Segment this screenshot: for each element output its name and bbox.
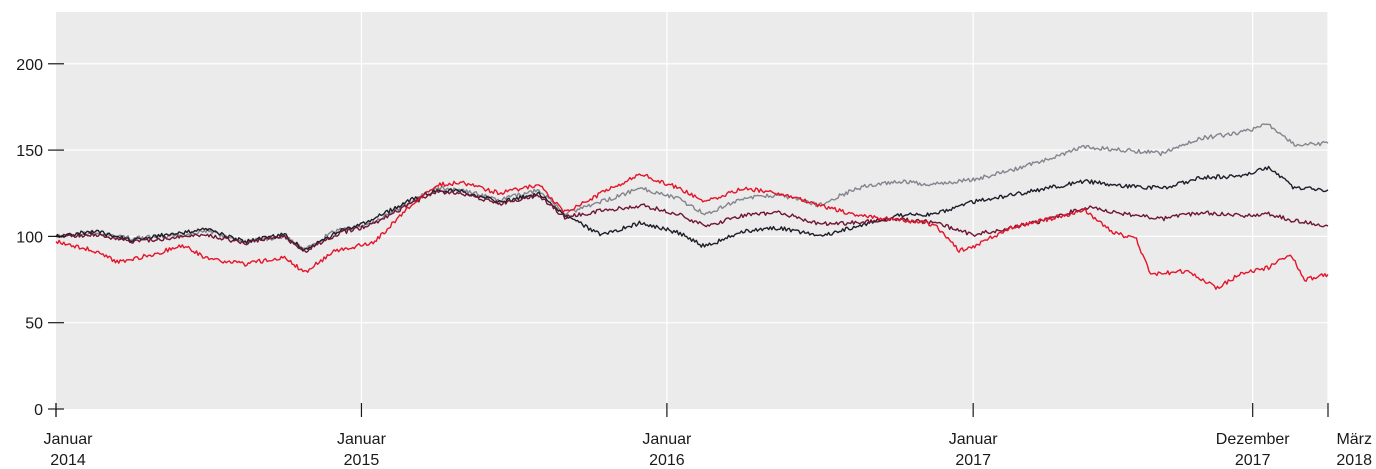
x-tick-label-line2: 2014	[50, 452, 86, 469]
x-tick-label-line1: Januar	[44, 431, 94, 448]
x-tick-label-line1: Januar	[949, 431, 999, 448]
x-tick-label-line1: Januar	[337, 431, 387, 448]
series-line-3	[55, 189, 1329, 253]
x-tick-label-line2: 2017	[955, 452, 991, 469]
y-axis: 0 50 100 150 200	[16, 57, 64, 419]
plot-background	[56, 12, 1328, 409]
x-tick-label-line2: 2017	[1235, 452, 1271, 469]
series-line-4	[55, 173, 1329, 290]
x-tick-label-line2: 2015	[344, 452, 380, 469]
y-tick-label: 100	[16, 229, 43, 246]
x-tick-label-line2: 2018	[1336, 452, 1372, 469]
y-tick-label: 50	[25, 316, 43, 333]
y-tick-label: 0	[34, 402, 43, 419]
series-line-1	[55, 123, 1329, 250]
x-axis: Januar 2014 Januar 2015 Januar 2016 Januar 2017…	[44, 403, 1372, 469]
x-tick-label-line1: März	[1336, 431, 1372, 448]
x-tick-label-line2: 2016	[649, 452, 685, 469]
y-tick-label: 150	[16, 143, 43, 160]
y-tick-label: 200	[16, 57, 43, 74]
series-lines	[55, 123, 1329, 290]
x-tick-label-line1: Dezember	[1216, 431, 1290, 448]
x-tick-label-line1: Januar	[642, 431, 692, 448]
